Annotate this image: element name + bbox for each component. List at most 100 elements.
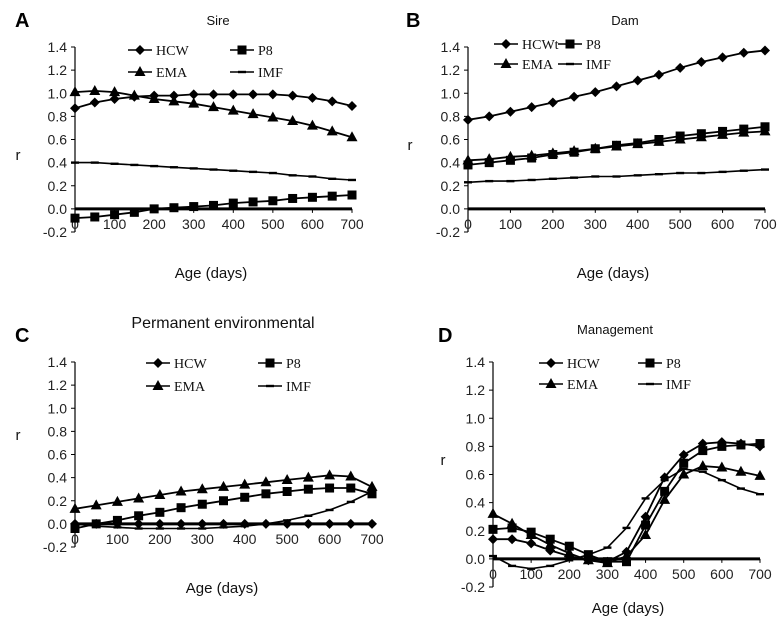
panel-d-point-ema — [582, 554, 594, 565]
panel-b-point-hcwt — [611, 81, 622, 92]
panel-c-legend-label: HCW — [174, 357, 207, 372]
panel-b-y-tick-label: 1.2 — [441, 62, 461, 78]
panel-b-point-hcwt — [484, 111, 495, 122]
panel-c-point-ema — [281, 473, 293, 484]
panel-a-point-p8 — [248, 197, 258, 207]
panel-d-point-ema — [678, 468, 690, 479]
panel-b-y-tick-label: -0.2 — [436, 224, 460, 240]
panel-d-legend-item-hcw: HCW — [539, 357, 600, 372]
panel-a-point-ema — [227, 104, 239, 115]
panel-a-point-p8 — [347, 190, 357, 200]
panel-a-point-ema — [267, 111, 279, 122]
panel-c-point-p8 — [346, 483, 356, 493]
panel-d-point-ema — [487, 507, 499, 518]
panel-c-point-p8 — [261, 489, 271, 499]
panel-d-legend-label: HCW — [567, 357, 600, 372]
panel-c-legend-label: P8 — [286, 357, 301, 372]
panel-d-legend-marker — [645, 358, 655, 368]
panel-c-legend-marker — [153, 358, 163, 368]
panel-a-point-p8 — [129, 207, 139, 217]
panel-d-y-tick-label: 1.4 — [466, 354, 486, 370]
panel-d-series-hcw — [488, 437, 765, 567]
panel-d-x-tick-label: 600 — [710, 566, 734, 582]
panel-d: D Management -0.2 0.0 0.2 0.4 0.6 0.8 1.0 1.2 1.4 0… — [438, 322, 772, 617]
panel-a-point-ema — [247, 108, 259, 119]
panel-c-y-tick-label: 1.4 — [48, 354, 68, 370]
panel-d-point-hcw — [678, 449, 689, 460]
panel-d-legend-label: P8 — [666, 357, 681, 372]
panel-b-x-tick-label: 300 — [584, 216, 608, 232]
panel-c-point-p8 — [303, 484, 313, 494]
panel-b-legend-marker — [500, 58, 512, 68]
panel-d-y-tick-label: 0.6 — [466, 467, 486, 483]
panel-c-point-ema — [345, 470, 357, 481]
panel-c-point-ema — [90, 499, 102, 510]
panel-c-point-p8 — [240, 492, 250, 502]
panel-d-point-ema — [563, 547, 575, 558]
panel-b-point-ema — [483, 153, 495, 164]
panel-d-x-tick-label: 500 — [672, 566, 696, 582]
panel-b-y-tick-label: 0.2 — [441, 178, 461, 194]
panel-a-point-ema — [346, 131, 358, 142]
panel-b-point-hcwt — [760, 45, 770, 56]
panel-d-y-tick-label: 0.2 — [466, 523, 486, 539]
panel-b-point-hcwt — [590, 87, 601, 98]
panel-a-point-hcw — [267, 89, 278, 100]
panel-a-series-p8 — [70, 190, 357, 223]
panel-a-legend-label: IMF — [258, 66, 283, 81]
panel-a-point-ema — [128, 89, 140, 100]
panel-c-series-p8 — [70, 483, 377, 533]
panel-d-x-tick-label: 700 — [748, 566, 772, 582]
panel-b-point-ema — [632, 138, 644, 149]
panel-d-point-hcw — [488, 534, 498, 545]
panel-c-point-ema — [302, 471, 314, 482]
panel-c-point-ema — [154, 488, 166, 499]
panel-d-y-tick-label: 0.4 — [466, 495, 486, 511]
panel-a-x-label: Age (days) — [175, 265, 248, 282]
panel-d-legend-marker — [545, 378, 557, 388]
panel-a-point-hcw — [347, 100, 357, 111]
panel-c-y-tick-label: 0.0 — [48, 516, 68, 532]
panel-d-point-ema — [621, 550, 632, 561]
panel-b-series-imf — [464, 168, 769, 184]
panel-d-x-tick-label: 400 — [634, 566, 658, 582]
panel-a-point-ema — [109, 86, 121, 97]
panel-a-point-hcw — [188, 89, 199, 100]
panel-b-legend-label: HCWt — [522, 38, 559, 53]
panel-b-point-ema — [653, 135, 665, 146]
panel-b-series-hcwt — [463, 45, 770, 125]
panel-c-point-ema — [133, 492, 145, 503]
panel-c-legend-item-imf: IMF — [258, 380, 311, 395]
panel-c-point-ema — [239, 478, 251, 489]
panel-d-legend-marker — [546, 358, 556, 368]
panel-b-y-tick-label: 0.4 — [441, 155, 461, 171]
panel-a-point-ema — [208, 101, 219, 112]
panel-a-point-hcw — [109, 94, 120, 105]
panel-d-point-p8 — [736, 440, 746, 450]
panel-b-x-tick-label: 200 — [541, 216, 565, 232]
panel-d-point-p8 — [660, 486, 670, 496]
panel-a-point-hcw — [287, 90, 298, 101]
panel-d-point-ema — [601, 557, 613, 568]
panel-b-point-ema — [504, 150, 516, 161]
panel-a-series-ema — [69, 84, 358, 142]
panel-c-x-tick-label: 300 — [191, 531, 215, 547]
panel-b-legend-item-ema: EMA — [494, 58, 554, 73]
panel-c-point-p8 — [367, 489, 377, 499]
panel-a-point-p8 — [169, 203, 179, 213]
panel-c-y-tick-label: 1.0 — [48, 400, 68, 416]
panel-b-legend-marker — [501, 39, 511, 49]
panel-c-point-hcw — [367, 518, 377, 529]
panel-b-y-tick-label: 0.6 — [441, 132, 461, 148]
panel-c-y-label: r — [16, 427, 21, 444]
panel-d-y-label: r — [441, 452, 446, 469]
panel-d-point-ema — [697, 460, 709, 471]
panel-c-point-ema — [260, 476, 272, 487]
panel-a-point-p8 — [228, 198, 238, 208]
panel-c-point-hcw — [154, 518, 165, 529]
panel-c-x-tick-label: 400 — [233, 531, 257, 547]
panel-b-legend-label: EMA — [522, 58, 554, 73]
panel-d-point-ema — [735, 465, 747, 476]
panel-c-series-ema — [69, 469, 378, 513]
panel-d-y-tick-label: 1.0 — [466, 410, 486, 426]
